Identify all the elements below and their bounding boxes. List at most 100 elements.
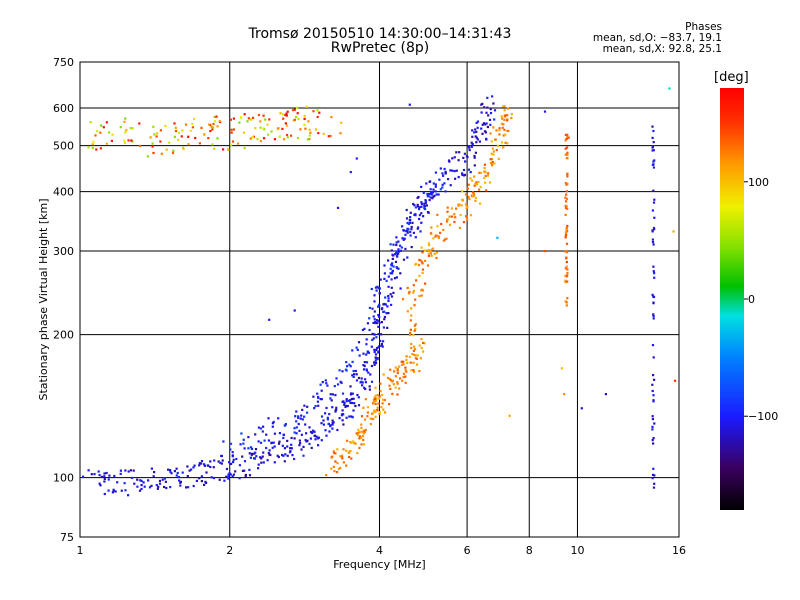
data-point — [363, 364, 366, 368]
data-point — [94, 134, 97, 137]
data-point — [373, 401, 376, 404]
data-point — [349, 450, 352, 453]
data-point — [391, 257, 394, 260]
data-point — [427, 195, 430, 198]
data-point — [250, 447, 254, 450]
data-point — [387, 297, 390, 300]
data-point — [406, 221, 409, 225]
data-point — [302, 454, 305, 457]
data-point — [409, 211, 412, 214]
data-point — [653, 482, 656, 485]
data-point — [264, 118, 267, 121]
data-point — [227, 475, 230, 478]
data-point — [284, 122, 287, 125]
data-point — [259, 427, 263, 430]
data-point — [108, 474, 111, 477]
data-point — [443, 182, 446, 185]
data-point — [651, 418, 654, 421]
colorbar-tick-label: 0 — [748, 293, 755, 306]
data-point — [171, 151, 175, 155]
data-point — [130, 139, 133, 142]
data-point — [364, 387, 367, 391]
data-point — [278, 440, 281, 443]
data-point — [486, 96, 489, 99]
data-point — [462, 221, 466, 224]
data-point — [295, 426, 298, 429]
data-point — [243, 447, 246, 450]
data-point — [387, 275, 390, 278]
data-point — [387, 299, 390, 303]
data-point — [262, 425, 265, 428]
data-point — [651, 293, 654, 296]
data-point — [314, 128, 318, 131]
data-point — [410, 314, 413, 317]
data-point — [370, 364, 373, 368]
data-point — [181, 471, 184, 474]
data-point — [271, 422, 274, 425]
data-point — [324, 412, 327, 415]
data-point — [348, 455, 351, 459]
data-point — [447, 178, 450, 181]
data-point — [395, 250, 398, 253]
data-point — [430, 193, 433, 196]
data-point — [653, 378, 656, 381]
data-point — [282, 436, 285, 440]
data-point — [358, 446, 361, 450]
data-point — [420, 201, 423, 204]
data-point — [439, 231, 442, 234]
data-point — [490, 152, 493, 155]
data-point — [295, 115, 298, 118]
data-point — [379, 382, 382, 385]
data-point — [290, 447, 293, 450]
data-point — [320, 398, 323, 401]
data-point — [342, 400, 345, 403]
data-point — [169, 470, 172, 473]
data-point — [397, 250, 400, 253]
data-point — [491, 162, 494, 165]
data-point — [286, 136, 289, 139]
data-point — [260, 461, 263, 464]
data-point — [91, 143, 94, 146]
x-tick-label: 8 — [526, 544, 533, 557]
data-point — [469, 214, 472, 217]
data-point — [359, 381, 362, 384]
data-point — [174, 126, 177, 129]
data-point — [352, 375, 355, 378]
data-point — [375, 348, 378, 352]
data-point — [177, 476, 180, 479]
x-tick-label: 4 — [376, 544, 383, 557]
data-point — [391, 379, 394, 382]
data-point — [212, 466, 215, 469]
data-point — [420, 212, 423, 215]
data-point — [495, 148, 498, 152]
data-point — [263, 439, 266, 442]
data-point — [426, 264, 430, 267]
data-point — [395, 243, 398, 247]
data-point — [257, 463, 260, 466]
data-point — [505, 114, 508, 117]
data-point — [455, 151, 458, 154]
data-point — [431, 197, 434, 200]
data-point — [300, 448, 303, 451]
data-point — [652, 317, 655, 320]
data-point — [565, 137, 568, 141]
data-point — [229, 118, 232, 121]
data-point — [161, 478, 164, 481]
data-point — [390, 295, 394, 298]
data-point — [416, 196, 419, 199]
data-point — [132, 469, 135, 472]
data-point — [296, 112, 299, 115]
data-point — [566, 151, 569, 154]
data-point — [324, 429, 327, 432]
data-point — [345, 449, 348, 452]
data-point — [97, 470, 100, 473]
data-point — [448, 160, 451, 163]
data-point — [445, 237, 448, 240]
data-point — [459, 213, 462, 217]
data-point — [469, 177, 472, 180]
data-point — [495, 129, 498, 132]
data-point — [510, 116, 513, 120]
data-point — [420, 205, 423, 208]
data-point — [238, 464, 241, 467]
data-point — [308, 442, 311, 445]
